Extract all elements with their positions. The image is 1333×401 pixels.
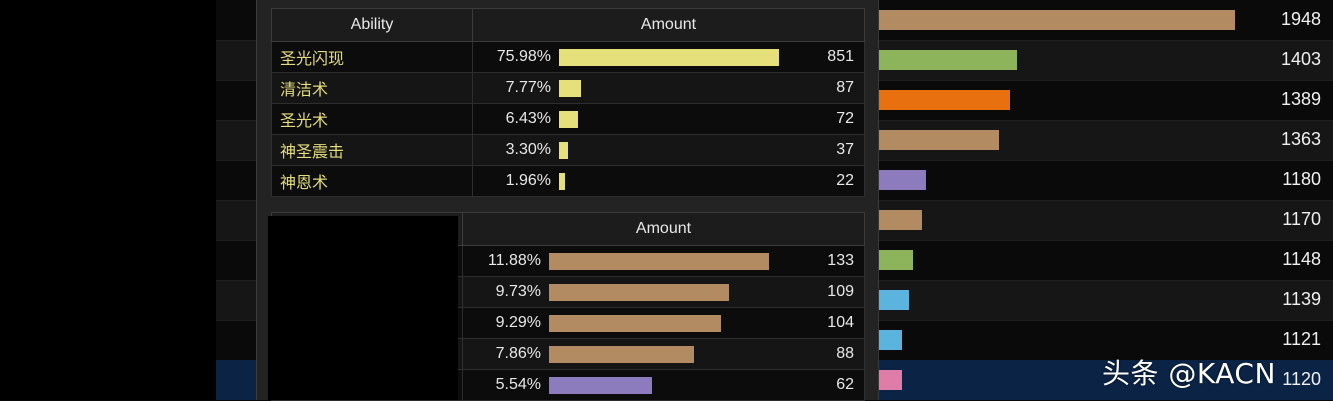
column-header-amount[interactable]: Amount (472, 8, 865, 42)
row-bar (878, 50, 1017, 70)
ability-name: 清洁术 (271, 72, 473, 104)
table-row[interactable]: 神恩术 1.96% 22 (271, 165, 865, 197)
amount-bar (549, 284, 729, 301)
count-value: 87 (836, 79, 854, 96)
count-value: 133 (827, 252, 854, 269)
row-value: 1403 (1280, 49, 1321, 69)
percent-value: 9.73% (495, 283, 541, 300)
percent-value: 7.77% (505, 79, 551, 96)
row-bar (878, 370, 902, 390)
row-value: 1170 (1282, 209, 1321, 229)
row-value: 1148 (1282, 249, 1321, 269)
ability-name: 神圣震击 (271, 134, 473, 166)
count-value: 104 (827, 314, 854, 331)
amount-bar (559, 173, 565, 190)
row-value: 1948 (1280, 9, 1321, 29)
amount-bar (559, 111, 578, 128)
amount-bar (559, 142, 568, 159)
count-value: 62 (836, 376, 854, 393)
table-row[interactable]: 圣光闪现 75.98% 851 (271, 41, 865, 73)
ability-name: 神恩术 (271, 165, 473, 197)
amount-bar (549, 346, 694, 363)
table-row[interactable]: 清洁术 7.77% 87 (271, 72, 865, 104)
percent-value: 3.30% (505, 141, 551, 158)
column-header-ability[interactable]: Ability (271, 8, 473, 42)
count-value: 37 (836, 141, 854, 158)
amount-bar (549, 253, 769, 270)
amount-bar (559, 49, 779, 66)
count-value: 109 (827, 283, 854, 300)
row-value: 1121 (1282, 329, 1321, 349)
table-row[interactable]: 圣光术 6.43% 72 (271, 103, 865, 135)
row-bar (878, 210, 922, 230)
row-bar (878, 170, 926, 190)
count-value: 851 (827, 48, 854, 65)
percent-value: 5.54% (495, 376, 541, 393)
ability-name: 圣光闪现 (271, 41, 473, 73)
amount-bar (549, 377, 652, 394)
row-bar (878, 330, 902, 350)
percent-value: 6.43% (505, 110, 551, 127)
row-value: 1389 (1280, 89, 1321, 109)
watermark-text: 头条 @KACN (1102, 357, 1276, 390)
ability-name: 圣光术 (271, 103, 473, 135)
row-value: 1139 (1282, 289, 1321, 309)
row-value: 1120 (1282, 369, 1321, 389)
row-bar (878, 90, 1010, 110)
count-value: 22 (836, 172, 854, 189)
ability-table: Ability Amount 圣光闪现 75.98% 851 清洁术 7.77%… (271, 8, 865, 197)
count-value: 72 (836, 110, 854, 127)
row-bar (878, 250, 913, 270)
percent-value: 11.88% (487, 252, 541, 269)
column-header-amount[interactable]: Amount (462, 212, 865, 246)
left-panel-redacted (0, 0, 216, 400)
list-row[interactable]: 1948 (216, 0, 1333, 40)
table-row[interactable]: 神圣震击 3.30% 37 (271, 134, 865, 166)
percent-value: 7.86% (495, 345, 541, 362)
amount-bar (559, 80, 581, 97)
redacted-area (268, 216, 458, 400)
count-value: 88 (836, 345, 854, 362)
row-bar (878, 130, 999, 150)
percent-value: 75.98% (496, 48, 551, 65)
row-value: 1363 (1280, 129, 1321, 149)
percent-value: 1.96% (505, 172, 551, 189)
percent-value: 9.29% (495, 314, 541, 331)
row-bar (878, 10, 1235, 30)
row-bar (878, 290, 909, 310)
amount-bar (549, 315, 721, 332)
row-value: 1180 (1282, 169, 1321, 189)
